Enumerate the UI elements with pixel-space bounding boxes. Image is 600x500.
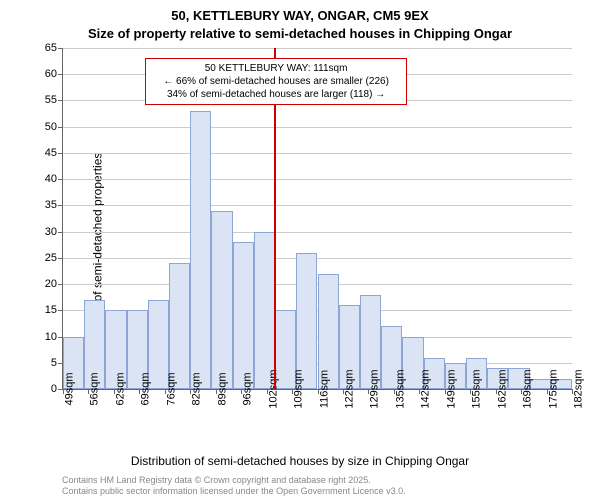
annotation-box: 50 KETTLEBURY WAY: 111sqm ← 66% of semi-…: [145, 58, 407, 105]
gridline: [63, 258, 572, 259]
y-tick-label: 50: [45, 121, 63, 133]
x-tick-label: 142sqm: [415, 369, 432, 408]
annotation-line-2: ← 66% of semi-detached houses are smalle…: [151, 75, 401, 88]
x-tick-label: 56sqm: [84, 372, 101, 405]
histogram-bar: [233, 242, 254, 389]
x-tick-label: 116sqm: [313, 370, 330, 408]
x-tick-label: 122sqm: [338, 369, 355, 408]
histogram-bar: [169, 263, 190, 389]
y-tick-label: 5: [51, 357, 63, 369]
plot-area: 0510152025303540455055606549sqm56sqm62sq…: [62, 48, 572, 390]
x-tick-label: 49sqm: [59, 372, 76, 405]
x-tick-label: 89sqm: [211, 372, 228, 405]
chart-title-sub: Size of property relative to semi-detach…: [0, 26, 600, 41]
y-tick-label: 15: [45, 304, 63, 316]
gridline: [63, 232, 572, 233]
x-tick-label: 102sqm: [262, 369, 279, 408]
gridline: [63, 153, 572, 154]
y-tick-label: 25: [45, 252, 63, 264]
x-tick-label: 69sqm: [135, 372, 152, 405]
y-tick-label: 60: [45, 68, 63, 80]
y-tick-label: 35: [45, 199, 63, 211]
x-tick-label: 96sqm: [237, 372, 254, 405]
x-tick-label: 82sqm: [186, 372, 203, 405]
x-tick-label: 155sqm: [466, 369, 483, 408]
annotation-line-3: 34% of semi-detached houses are larger (…: [151, 88, 401, 101]
y-tick-label: 30: [45, 226, 63, 238]
x-tick-label: 135sqm: [389, 369, 406, 408]
attribution-text: Contains HM Land Registry data © Crown c…: [62, 475, 406, 498]
gridline: [63, 205, 572, 206]
x-tick-label: 162sqm: [491, 369, 508, 408]
attribution-line-1: Contains HM Land Registry data © Crown c…: [62, 475, 406, 486]
x-axis-label: Distribution of semi-detached houses by …: [0, 454, 600, 468]
x-tick-label: 175sqm: [542, 369, 559, 408]
chart-title-main: 50, KETTLEBURY WAY, ONGAR, CM5 9EX: [0, 8, 600, 23]
x-tick-label: 129sqm: [364, 369, 381, 408]
histogram-bar: [254, 232, 275, 389]
x-tick-label: 62sqm: [109, 372, 126, 405]
histogram-chart: 50, KETTLEBURY WAY, ONGAR, CM5 9EX Size …: [0, 0, 600, 500]
y-tick-label: 10: [45, 331, 63, 343]
x-tick-label: 182sqm: [568, 369, 585, 408]
y-tick-label: 20: [45, 278, 63, 290]
x-tick-label: 109sqm: [288, 369, 305, 408]
y-tick-label: 40: [45, 173, 63, 185]
gridline: [63, 179, 572, 180]
x-tick-label: 76sqm: [160, 372, 177, 405]
gridline: [63, 48, 572, 49]
gridline: [63, 127, 572, 128]
histogram-bar: [211, 211, 232, 389]
x-tick-label: 149sqm: [440, 369, 457, 408]
attribution-line-2: Contains public sector information licen…: [62, 486, 406, 497]
y-tick-label: 45: [45, 147, 63, 159]
y-tick-label: 65: [45, 42, 63, 54]
x-tick-label: 169sqm: [517, 369, 534, 408]
histogram-bar: [190, 111, 211, 389]
annotation-line-1: 50 KETTLEBURY WAY: 111sqm: [151, 62, 401, 75]
y-tick-label: 55: [45, 94, 63, 106]
